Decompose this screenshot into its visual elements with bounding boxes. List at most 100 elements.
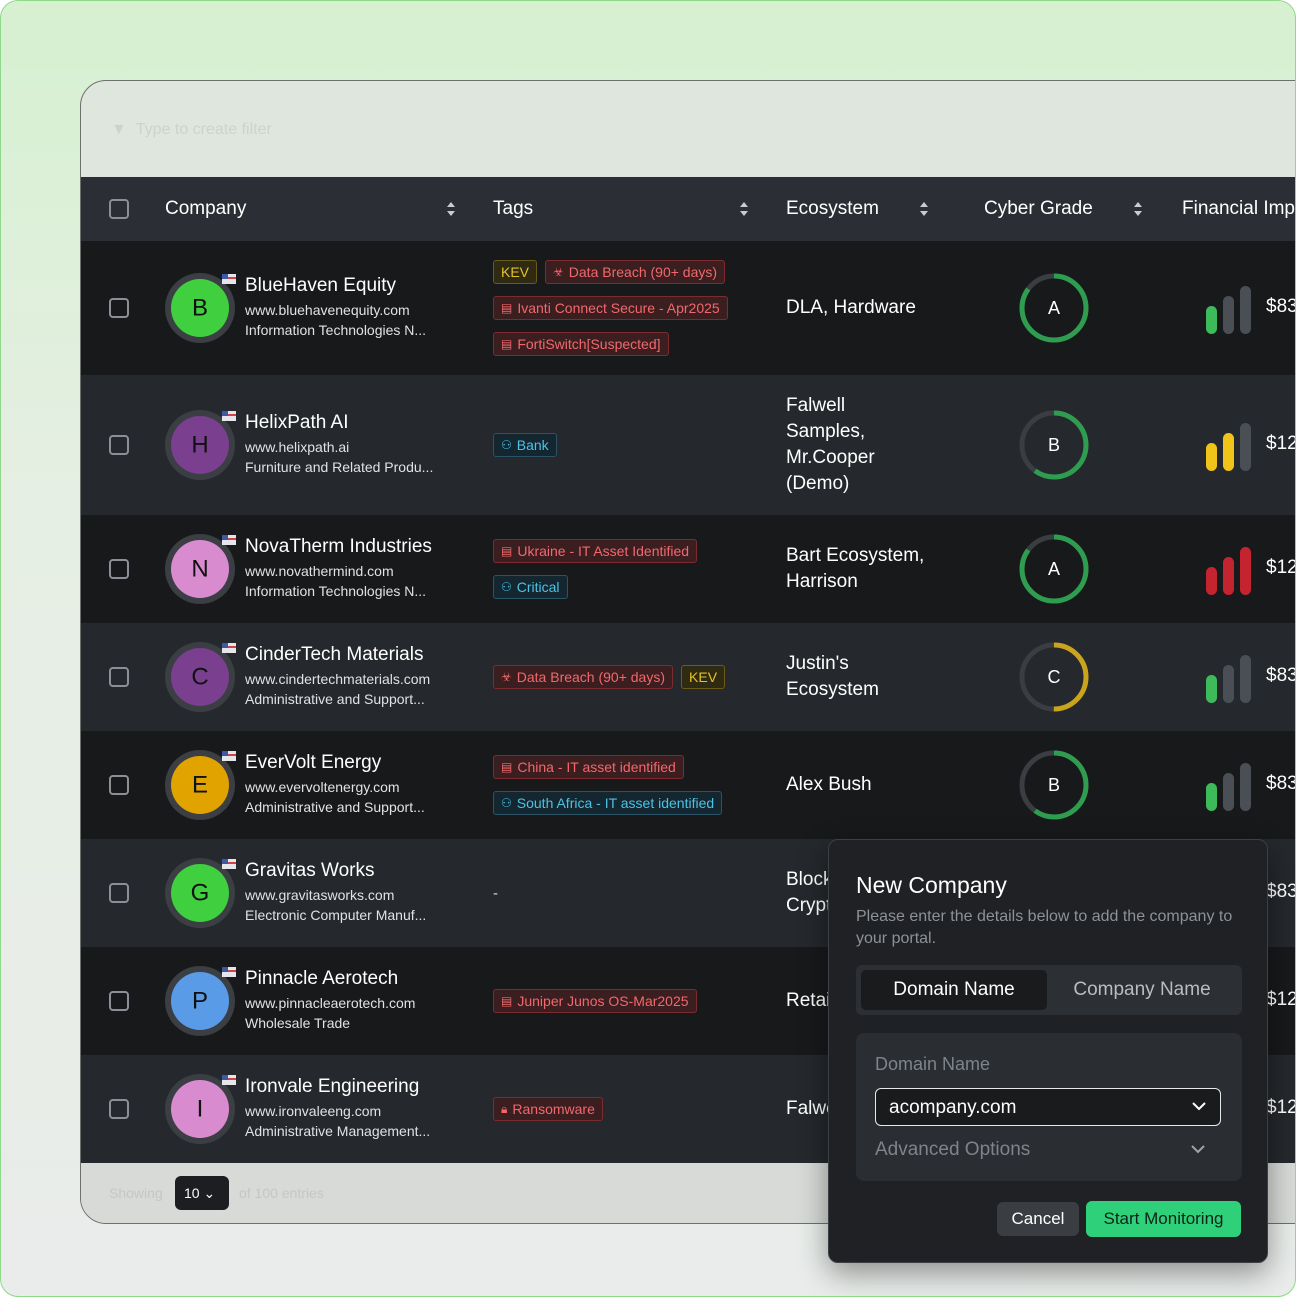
company-name[interactable]: HelixPath AI	[245, 412, 349, 433]
impact-bars	[1206, 655, 1251, 703]
company-domain: www.pinnacleaerotech.com	[245, 995, 416, 1011]
column-header: Tags	[493, 198, 534, 219]
ecosystem-line: Harrison	[786, 571, 858, 592]
sort-icon[interactable]	[1133, 201, 1143, 217]
avatar-fill	[171, 648, 229, 706]
field-label: Domain Name	[875, 1054, 991, 1074]
flag-canton	[222, 1075, 228, 1080]
tab-active[interactable]: Domain Name	[861, 970, 1047, 1010]
filter-input[interactable]: ▼ Type to create filter	[111, 121, 272, 138]
company-industry: Administrative Management...	[245, 1123, 431, 1139]
avatar-letter: C	[191, 663, 208, 690]
avatar-letter: P	[192, 987, 208, 1014]
tag-list: ▤ Ukraine - IT Asset Identified ⚇ Critical	[493, 515, 761, 623]
checkbox[interactable]	[109, 435, 129, 455]
table-row: H HelixPath AI www.helixpath.ai Furniture a…	[81, 375, 1295, 515]
sort-arrows	[447, 202, 455, 216]
company-industry: Wholesale Trade	[245, 1015, 351, 1031]
input-value: acompany.com	[889, 1097, 1017, 1118]
tag-text: Ransomware	[512, 1101, 595, 1117]
company-name[interactable]: Pinnacle Aerotech	[245, 968, 399, 989]
tag-icon: ▤	[501, 301, 513, 315]
checkbox[interactable]	[109, 298, 129, 318]
table-row: N NovaTherm Industries www.novathermind.co…	[81, 515, 1295, 623]
sort-icon[interactable]	[739, 201, 749, 217]
table-header: Company Tags Ecosystem Cyber Grade Financial…	[81, 177, 1295, 241]
ecosystem-line: Samples,	[786, 421, 866, 442]
ecosystem: DLA, Hardware	[786, 241, 916, 375]
advanced-toggle[interactable]: Advanced Options	[875, 1139, 1031, 1160]
tag-icon: ⚇	[501, 796, 512, 810]
ecosystem-line: Mr.Cooper	[786, 447, 875, 468]
tag: ⚇ Bank	[493, 433, 557, 457]
flag-stripe	[222, 646, 236, 648]
company-name[interactable]: NovaTherm Industries	[245, 536, 432, 557]
avatar-fill	[171, 540, 229, 598]
tag-text: Critical	[516, 579, 560, 595]
flag-canton	[222, 751, 228, 756]
checkbox[interactable]	[109, 559, 129, 579]
domain-input[interactable]: acompany.com	[875, 1088, 1221, 1126]
company-name[interactable]: CinderTech Materials	[245, 644, 424, 665]
tag: ⚇ Critical	[493, 575, 568, 599]
flag-stripe	[222, 862, 236, 864]
tag: ▤ Ivanti Connect Secure - Apr2025	[493, 296, 728, 320]
company-name[interactable]: Ironvale Engineering	[245, 1076, 420, 1097]
company-name[interactable]: BlueHaven Equity	[245, 275, 397, 296]
flag-canton	[222, 535, 228, 540]
grade-letter: B	[1048, 775, 1060, 795]
tag-icon: ▤	[501, 544, 513, 558]
tag-list: ▤ Juniper Junos OS-Mar2025	[493, 947, 761, 1055]
impact-bar	[1206, 783, 1217, 811]
checkbox[interactable]	[109, 883, 129, 903]
tab[interactable]: Company Name	[1073, 979, 1211, 1000]
flag-stripe	[222, 538, 236, 540]
company-name[interactable]: Gravitas Works	[245, 860, 375, 881]
grade-arc	[1019, 642, 1089, 712]
column-header: Company	[165, 198, 247, 219]
avatar: G	[165, 858, 236, 928]
submit-button[interactable]: Start Monitoring	[1086, 1201, 1241, 1237]
tag-text: Data Breach (90+ days)	[516, 669, 666, 685]
cancel-button[interactable]: Cancel	[997, 1202, 1079, 1236]
company-name[interactable]: EverVolt Energy	[245, 752, 382, 773]
tag: ▤ FortiSwitch[Suspected]	[493, 332, 669, 356]
grade-letter: C	[1048, 667, 1061, 687]
ecosystem-line: Falwell	[786, 395, 846, 416]
tag-icon: ▤	[501, 337, 513, 351]
company-domain: www.gravitasworks.com	[245, 887, 395, 903]
grade-arc	[1019, 273, 1089, 343]
tag-text: Juniper Junos OS-Mar2025	[517, 993, 689, 1009]
checkbox[interactable]	[109, 1099, 129, 1119]
ecosystem-line: Crypto	[786, 895, 842, 916]
impact-bars	[1206, 423, 1251, 471]
company-industry: Furniture and Related Produ...	[245, 459, 434, 475]
financial-impact: $12	[1266, 1097, 1296, 1118]
financial-impact: $83	[1266, 881, 1296, 902]
flag-canton	[222, 967, 228, 972]
sort-icon[interactable]	[446, 201, 456, 217]
company-industry: Electronic Computer Manuf...	[245, 907, 427, 923]
checkbox[interactable]	[109, 991, 129, 1011]
tag-text: FortiSwitch[Suspected]	[517, 336, 661, 352]
tag-text: Ivanti Connect Secure - Apr2025	[517, 300, 720, 316]
table-row: E EverVolt Energy www.evervoltenergy.com Ad…	[81, 731, 1296, 839]
ecosystem: Retail	[786, 947, 835, 1055]
page-size-select[interactable]: 10 ⌄	[175, 1176, 229, 1210]
tag-text: Data Breach (90+ days)	[568, 264, 718, 280]
ecosystem: Bart Ecosystem, Harrison	[786, 515, 924, 623]
flag-canton	[222, 643, 228, 648]
cyber-grade: C	[1019, 642, 1089, 712]
checkbox[interactable]	[109, 667, 129, 687]
impact-bar	[1206, 306, 1217, 334]
sort-icon[interactable]	[919, 201, 929, 217]
avatar-fill	[171, 972, 229, 1030]
checkbox[interactable]	[109, 775, 129, 795]
avatar-fill	[171, 416, 229, 474]
cyber-grade: A	[1019, 273, 1089, 343]
financial-impact: $83	[1266, 773, 1296, 794]
flag-stripe	[222, 414, 236, 416]
tag: ⚇ South Africa - IT asset identified	[493, 791, 723, 815]
checkbox[interactable]	[109, 199, 129, 219]
